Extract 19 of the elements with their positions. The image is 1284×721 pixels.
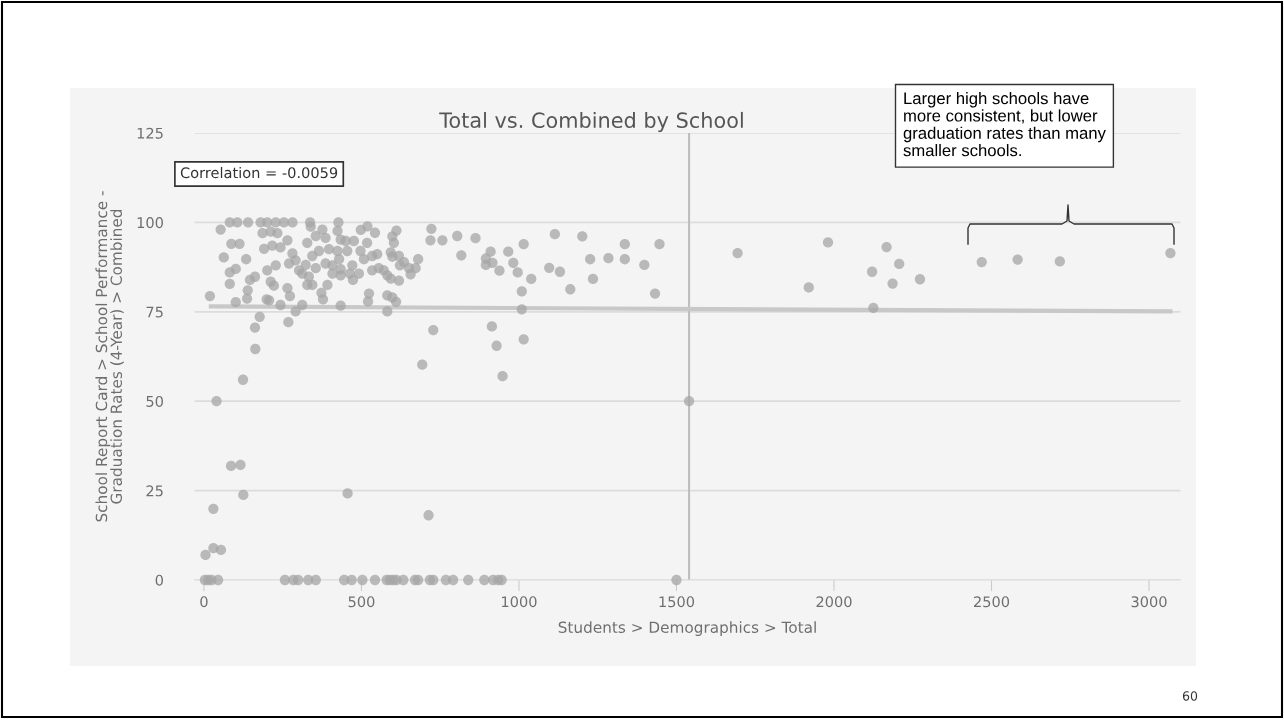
y-axis-title: School Report Card > School Performance - Graduation Rates (4-Year) > Combined bbox=[95, 191, 124, 522]
y-tick-label: 50 bbox=[146, 395, 163, 407]
y-tick-label: 125 bbox=[137, 127, 163, 139]
x-tick-label: 1000 bbox=[502, 596, 537, 608]
annotation: Larger high schools have more consistent, but lower graduation rates than many smaller schools. bbox=[903, 92, 1106, 157]
annotation: Correlation = -0.0059 bbox=[180, 166, 338, 179]
y-tick-label: 0 bbox=[155, 574, 163, 586]
x-tick-label: 2500 bbox=[974, 596, 1010, 608]
x-tick-label: 500 bbox=[348, 596, 375, 608]
x-tick-label: 3000 bbox=[1131, 596, 1167, 608]
text: 60 bbox=[1182, 691, 1198, 701]
y-tick-label: 25 bbox=[146, 485, 163, 497]
x-axis-title: Students > Demographics > Total bbox=[558, 621, 816, 636]
y-tick-label: 75 bbox=[146, 306, 163, 318]
x-tick-label: 0 bbox=[200, 596, 208, 608]
x-tick-label: 1500 bbox=[659, 596, 695, 608]
chart-title: Total vs. Combined by School bbox=[439, 111, 743, 133]
x-tick-label: 2000 bbox=[816, 596, 852, 608]
y-tick-label: 100 bbox=[137, 217, 163, 229]
